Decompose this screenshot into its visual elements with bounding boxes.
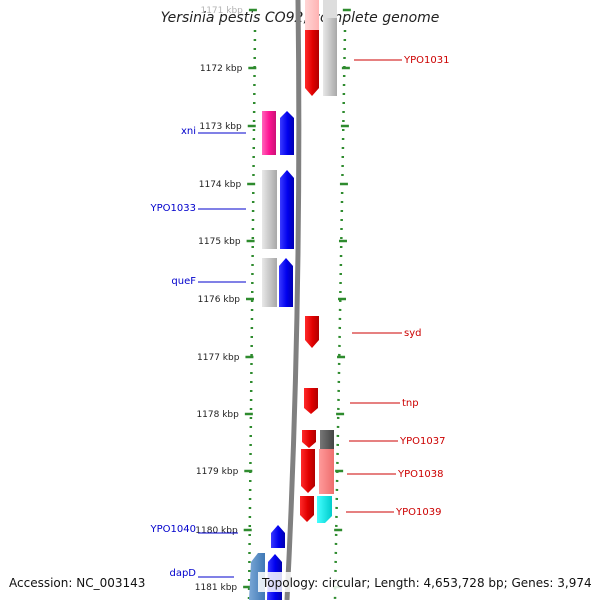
gene-arrow[interactable] (305, 316, 319, 348)
scale-tick-label: 1176 kbp (198, 295, 241, 305)
gene-label[interactable]: YPO1039 (395, 507, 441, 518)
scale-tick-label: 1173 kbp (199, 122, 242, 132)
gene-label[interactable]: YPO1040 (150, 524, 196, 535)
right-gene-labels: YPO1031 syd tnp YPO1037 YPO1038 YPO1039 (346, 55, 449, 518)
gene-arrow[interactable] (323, 0, 337, 96)
reverse-strand-genes (249, 111, 294, 600)
gene-arrow[interactable] (319, 449, 334, 494)
footer-right-bg (258, 572, 594, 592)
scale-tick-label: 1178 kbp (196, 410, 239, 420)
gene-label[interactable]: xni (181, 126, 196, 137)
scale-tick-label: 1172 kbp (200, 64, 243, 74)
accession-label: Accession: NC_003143 (9, 576, 145, 590)
gene-arrow[interactable] (302, 430, 316, 448)
scale-tick-label: 1180 kbp (195, 526, 238, 536)
gene-arrow[interactable] (280, 170, 294, 249)
forward-strand-genes (300, 0, 337, 523)
gene-label[interactable]: YPO1031 (403, 55, 449, 66)
gene-label[interactable]: queF (171, 276, 196, 287)
gene-arrow[interactable] (271, 525, 285, 548)
scale-tick-label: 1175 kbp (198, 237, 241, 247)
gene-arrow[interactable] (301, 449, 315, 493)
gene-label[interactable]: YPO1038 (397, 469, 443, 480)
footer-left-bg (6, 572, 156, 592)
scale-tick-label: 1171 kbp (200, 6, 243, 16)
gene-arrow[interactable] (262, 111, 276, 155)
gene-arrow[interactable] (317, 496, 332, 523)
gene-label[interactable]: YPO1037 (399, 436, 445, 447)
scale-ticks: 1171 kbp 1172 kbp 1173 kbp 1174 kbp 1175 kbp… (195, 6, 257, 593)
gene-arrow[interactable] (320, 430, 334, 449)
scale-tick-label: 1174 kbp (199, 180, 242, 190)
scale-tick-label: 1179 kbp (196, 467, 239, 477)
gene-arrow[interactable] (262, 258, 277, 307)
genome-backbone (284, 0, 302, 600)
topology-label: Topology: circular; Length: 4,653,728 bp… (261, 576, 592, 590)
gene-label[interactable]: tnp (402, 398, 419, 409)
scale-tick-label: 1181 kbp (195, 583, 238, 593)
gene-block[interactable] (305, 0, 319, 30)
scale-tick-label: 1177 kbp (197, 353, 240, 363)
right-dotted-ring (333, 29, 347, 600)
gene-arrow[interactable] (304, 388, 318, 414)
left-dotted-ring (247, 29, 257, 600)
gene-block[interactable] (323, 0, 337, 18)
gene-label[interactable]: syd (404, 328, 421, 339)
gene-label[interactable]: YPO1033 (150, 203, 196, 214)
left-gene-labels: xni YPO1033 queF YPO1040 dapD (150, 126, 246, 579)
gene-arrow[interactable] (300, 496, 314, 522)
gene-label[interactable]: dapD (169, 568, 196, 579)
gene-arrow[interactable] (279, 258, 293, 307)
gene-arrow[interactable] (305, 14, 319, 96)
right-minor-ticks (333, 8, 351, 589)
gene-arrow[interactable] (262, 170, 277, 249)
gene-arrow[interactable] (280, 111, 294, 155)
